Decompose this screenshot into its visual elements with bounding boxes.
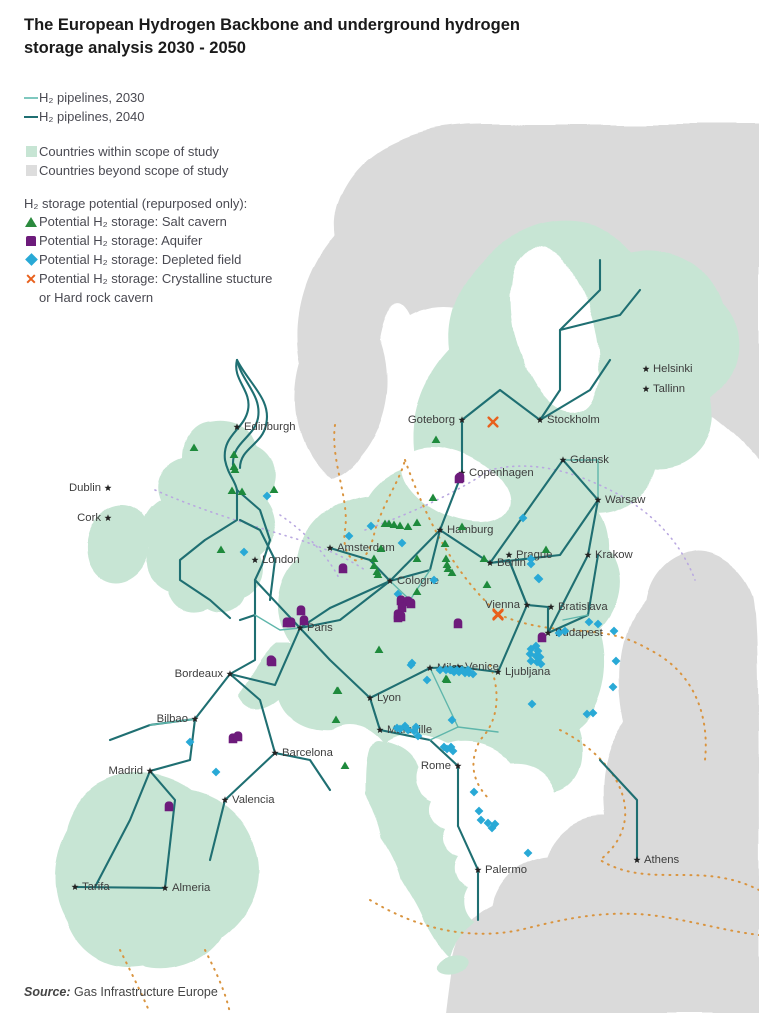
svg-text:Valencia: Valencia <box>232 794 275 806</box>
svg-text:Warsaw: Warsaw <box>605 494 646 506</box>
svg-text:Ljubljana: Ljubljana <box>505 666 551 678</box>
svg-text:Barcelona: Barcelona <box>282 747 334 759</box>
svg-text:Tarifa: Tarifa <box>82 881 110 893</box>
svg-text:Dublin: Dublin <box>69 482 101 494</box>
svg-text:Palermo: Palermo <box>485 864 527 876</box>
svg-text:Krakow: Krakow <box>595 549 634 561</box>
svg-text:Rome: Rome <box>421 760 451 772</box>
svg-text:Stockholm: Stockholm <box>547 414 600 426</box>
svg-text:Tallinn: Tallinn <box>653 383 685 395</box>
svg-text:Almeria: Almeria <box>172 882 211 894</box>
svg-text:Gdansk: Gdansk <box>570 454 609 466</box>
svg-text:Cork: Cork <box>77 512 101 524</box>
svg-text:Amsterdam: Amsterdam <box>337 542 395 554</box>
svg-text:Athens: Athens <box>644 854 680 866</box>
svg-text:Bilbao: Bilbao <box>157 713 188 725</box>
svg-text:Lyon: Lyon <box>377 692 401 704</box>
svg-text:Edinburgh: Edinburgh <box>244 421 296 433</box>
svg-text:Copenhagen: Copenhagen <box>469 467 534 479</box>
svg-text:Hamburg: Hamburg <box>447 524 493 536</box>
svg-text:Bordeaux: Bordeaux <box>175 668 224 680</box>
svg-text:Madrid: Madrid <box>108 765 143 777</box>
svg-text:Paris: Paris <box>307 622 333 634</box>
svg-text:Goteborg: Goteborg <box>408 414 455 426</box>
svg-text:Bratislava: Bratislava <box>558 601 608 613</box>
svg-text:London: London <box>262 554 300 566</box>
svg-text:Helsinki: Helsinki <box>653 363 693 375</box>
